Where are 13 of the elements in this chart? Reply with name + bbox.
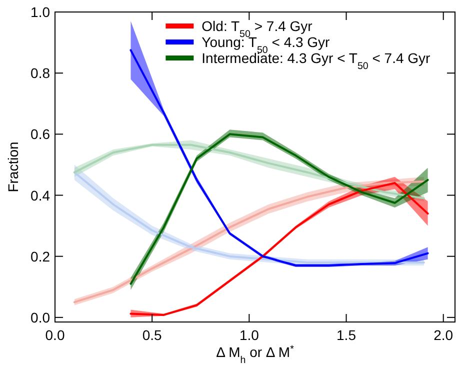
y-tick-label: 0.8 xyxy=(30,65,50,82)
x-tick-label: 0.0 xyxy=(45,327,65,343)
x-tick-label: 2.0 xyxy=(434,327,454,343)
y-tick-label: 1.0 xyxy=(30,4,50,20)
x-tick-label: 1.0 xyxy=(239,327,260,343)
y-tick-label: 0.2 xyxy=(30,248,50,264)
y-tick-label: 0.6 xyxy=(30,126,50,142)
y-axis-title: Fraction xyxy=(5,142,21,192)
y-tick-label: 0.0 xyxy=(30,309,50,326)
x-tick-label: 1.5 xyxy=(336,327,356,343)
y-tick-label: 0.4 xyxy=(30,187,50,204)
x-tick-label: 0.5 xyxy=(142,327,162,343)
x-axis-title: Δ M$_{h}$ or Δ M$^{*}$ xyxy=(216,344,294,366)
